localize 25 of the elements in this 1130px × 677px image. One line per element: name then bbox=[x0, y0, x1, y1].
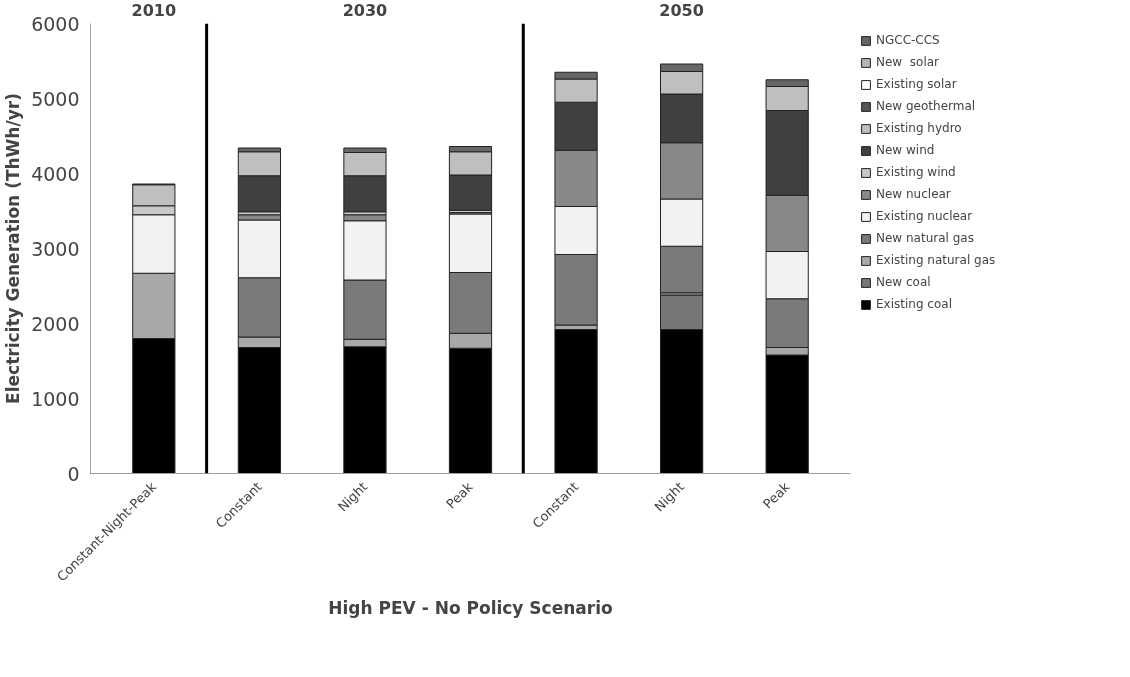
legend-label: NGCC-CCS bbox=[876, 33, 940, 47]
legend-label: Existing natural gas bbox=[876, 253, 996, 267]
y-tick-label: 4000 bbox=[31, 162, 80, 185]
x-axis-title: High PEV - No Policy Scenario bbox=[328, 597, 613, 618]
legend-label: Existing wind bbox=[876, 165, 956, 179]
legend-label: Existing nuclear bbox=[876, 209, 973, 223]
legend-label: New wind bbox=[876, 143, 935, 157]
legend-label: New geothermal bbox=[876, 99, 976, 113]
legend-label: Existing coal bbox=[876, 297, 952, 311]
legend-label: New coal bbox=[876, 275, 931, 289]
y-tick-label: 5000 bbox=[31, 87, 80, 110]
y-tick-label: 6000 bbox=[31, 12, 80, 35]
legend-label: Existing hydro bbox=[876, 121, 962, 135]
y-tick-label: 2000 bbox=[31, 312, 80, 335]
legend-label: New solar bbox=[876, 55, 940, 69]
y-axis-title: Electricity Generation (ThWh/yr) bbox=[3, 93, 24, 404]
legend-label: New nuclear bbox=[876, 187, 951, 201]
text: 2010 bbox=[131, 0, 177, 20]
text: 2030 bbox=[342, 0, 388, 20]
y-tick-label: 1000 bbox=[31, 387, 80, 410]
y-tick-label: 0 bbox=[67, 462, 80, 485]
text: 2050 bbox=[659, 0, 704, 20]
legend-label: Existing solar bbox=[876, 77, 957, 91]
legend-label: New natural gas bbox=[876, 231, 974, 245]
y-tick-label: 3000 bbox=[31, 237, 80, 260]
